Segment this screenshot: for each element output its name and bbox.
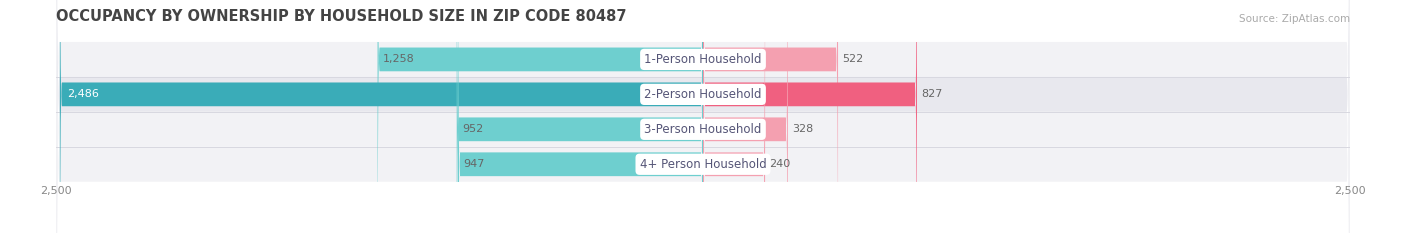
Text: 328: 328	[792, 124, 813, 134]
Text: 240: 240	[769, 159, 790, 169]
Text: 952: 952	[463, 124, 484, 134]
FancyBboxPatch shape	[457, 0, 703, 233]
Text: OCCUPANCY BY OWNERSHIP BY HOUSEHOLD SIZE IN ZIP CODE 80487: OCCUPANCY BY OWNERSHIP BY HOUSEHOLD SIZE…	[56, 9, 627, 24]
FancyBboxPatch shape	[56, 0, 1350, 233]
Text: 2,486: 2,486	[67, 89, 100, 99]
Text: 827: 827	[921, 89, 942, 99]
Text: 947: 947	[463, 159, 485, 169]
FancyBboxPatch shape	[703, 0, 765, 233]
Text: 1,258: 1,258	[382, 55, 415, 64]
Text: 2-Person Household: 2-Person Household	[644, 88, 762, 101]
FancyBboxPatch shape	[378, 0, 703, 233]
FancyBboxPatch shape	[703, 0, 838, 233]
FancyBboxPatch shape	[60, 0, 703, 233]
Legend: Owner-occupied, Renter-occupied: Owner-occupied, Renter-occupied	[579, 230, 827, 233]
FancyBboxPatch shape	[56, 0, 1350, 233]
Text: 4+ Person Household: 4+ Person Household	[640, 158, 766, 171]
Text: Source: ZipAtlas.com: Source: ZipAtlas.com	[1239, 14, 1350, 24]
FancyBboxPatch shape	[703, 0, 917, 233]
FancyBboxPatch shape	[703, 0, 787, 233]
FancyBboxPatch shape	[458, 0, 703, 233]
FancyBboxPatch shape	[56, 0, 1350, 233]
Text: 1-Person Household: 1-Person Household	[644, 53, 762, 66]
Text: 3-Person Household: 3-Person Household	[644, 123, 762, 136]
FancyBboxPatch shape	[56, 0, 1350, 233]
Text: 522: 522	[842, 55, 863, 64]
